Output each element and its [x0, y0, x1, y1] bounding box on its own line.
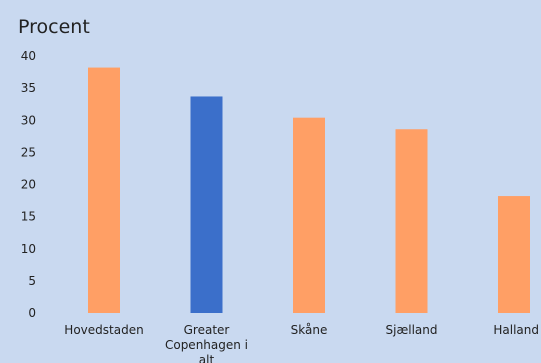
y-axis-title: Procent: [18, 16, 90, 38]
bar: [498, 196, 530, 313]
x-category-label: Sjælland: [386, 323, 438, 337]
y-tick-label: 15: [21, 210, 36, 224]
x-category-label: Greater: [184, 323, 230, 337]
y-tick-label: 35: [21, 81, 36, 95]
y-tick-label: 20: [21, 178, 36, 192]
bar: [88, 67, 120, 313]
x-category-label: Skåne: [291, 323, 328, 337]
x-category-label: alt: [199, 353, 215, 363]
bar: [190, 96, 223, 313]
y-tick-label: 40: [21, 49, 36, 63]
bars: [88, 67, 530, 314]
y-tick-label: 30: [21, 113, 36, 127]
y-axis-ticks: 0 5 10 15 20 25 30 35 40: [21, 49, 36, 320]
y-tick-label: 25: [21, 145, 36, 159]
y-tick-label: 10: [21, 242, 36, 256]
x-category-label: Halland: [493, 323, 539, 337]
y-tick-label: 5: [28, 274, 36, 288]
bar: [293, 117, 325, 314]
x-category-label: Copenhagen i: [165, 338, 248, 352]
y-tick-label: 0: [28, 306, 36, 320]
bar: [395, 129, 428, 313]
x-category-label: Hovedstaden: [64, 323, 143, 337]
